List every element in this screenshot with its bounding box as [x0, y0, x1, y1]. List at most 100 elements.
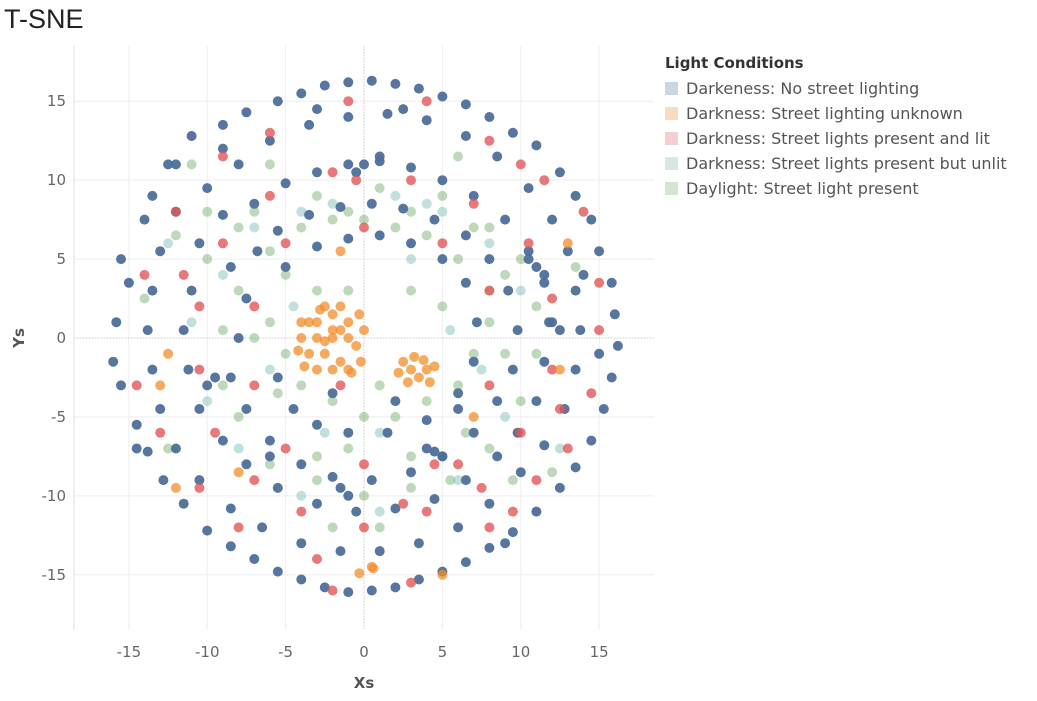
data-point — [531, 396, 542, 407]
data-point — [194, 482, 205, 493]
data-point — [249, 380, 260, 391]
data-point — [578, 206, 589, 217]
data-point — [562, 246, 573, 257]
legend-item-daylight[interactable]: Daylight: Street light present — [665, 176, 1007, 201]
data-point — [327, 325, 338, 336]
data-point — [382, 427, 393, 438]
data-point — [390, 190, 401, 201]
data-point — [312, 317, 322, 328]
data-point — [453, 151, 464, 162]
data-point — [359, 411, 369, 422]
data-point — [170, 443, 181, 454]
data-point — [437, 301, 448, 312]
legend-item-lights-unlit[interactable]: Darkness: Street lights present but unli… — [665, 151, 1007, 176]
data-point — [108, 356, 119, 367]
data-point — [468, 348, 479, 359]
data-point — [500, 348, 511, 359]
data-point — [296, 88, 307, 99]
data-point — [406, 451, 416, 462]
data-point — [484, 542, 495, 553]
data-point — [183, 364, 194, 375]
data-point — [123, 277, 134, 288]
data-point — [453, 404, 464, 414]
data-point — [217, 269, 228, 280]
data-point — [515, 285, 526, 296]
data-point — [421, 230, 432, 241]
data-point — [398, 203, 409, 214]
data-point — [421, 364, 432, 375]
data-point — [343, 587, 354, 598]
data-point — [288, 301, 299, 312]
data-point — [147, 190, 158, 201]
data-point — [406, 162, 416, 173]
data-point — [116, 380, 126, 391]
data-point — [398, 498, 409, 509]
data-point — [280, 443, 291, 454]
data-point — [249, 206, 260, 217]
data-point — [296, 459, 307, 470]
data-point — [163, 159, 174, 170]
data-point — [390, 411, 401, 422]
y-tick-label: 15 — [47, 92, 66, 110]
data-point — [249, 222, 260, 233]
data-point — [155, 246, 166, 257]
data-point — [296, 490, 307, 501]
data-point — [406, 206, 416, 217]
data-point — [280, 348, 291, 359]
data-point — [484, 238, 495, 249]
data-point — [374, 183, 385, 194]
data-point — [312, 554, 322, 564]
data-point — [315, 304, 326, 315]
legend-item-no-street-lighting[interactable]: Darkeness: No street lighting — [665, 76, 1007, 101]
data-point — [233, 333, 244, 343]
data-point — [374, 522, 385, 533]
data-point — [327, 388, 338, 399]
data-point — [264, 459, 275, 470]
data-point — [460, 427, 471, 438]
data-point — [594, 277, 605, 288]
data-point — [272, 225, 283, 236]
data-point — [217, 209, 228, 220]
data-point — [390, 396, 401, 407]
data-point — [484, 317, 495, 328]
data-point — [460, 277, 471, 288]
data-point — [578, 269, 589, 280]
y-tick-label: 10 — [47, 171, 66, 189]
data-point — [202, 380, 213, 391]
data-point — [586, 214, 597, 225]
data-point — [374, 427, 385, 438]
data-point — [233, 285, 244, 296]
data-point — [531, 262, 542, 272]
data-point — [570, 364, 581, 375]
data-point — [468, 222, 479, 233]
data-point — [500, 269, 511, 280]
data-point — [437, 451, 448, 462]
data-point — [319, 427, 330, 438]
legend-item-lights-lit[interactable]: Darkness: Street lights present and lit — [665, 126, 1007, 151]
data-point — [382, 108, 393, 119]
data-point — [368, 563, 379, 574]
data-point — [233, 443, 244, 454]
legend-item-lighting-unknown[interactable]: Darkness: Street lighting unknown — [665, 101, 1007, 126]
legend-title: Light Conditions — [665, 54, 804, 72]
series-2 — [131, 96, 605, 596]
data-point — [500, 538, 511, 549]
data-point — [233, 222, 244, 233]
data-point — [570, 462, 581, 473]
page-title: T-SNE — [4, 4, 84, 34]
data-point — [202, 206, 213, 217]
data-points — [108, 75, 623, 598]
data-point — [429, 446, 440, 457]
data-point — [359, 214, 369, 225]
data-point — [476, 482, 487, 493]
data-point — [398, 104, 409, 115]
data-point — [312, 451, 322, 462]
data-point — [507, 364, 518, 375]
data-point — [343, 159, 354, 170]
data-point — [296, 206, 307, 217]
data-point — [531, 301, 542, 312]
data-point — [217, 325, 228, 336]
data-point — [327, 522, 338, 533]
data-point — [312, 167, 322, 178]
data-point — [139, 214, 150, 225]
